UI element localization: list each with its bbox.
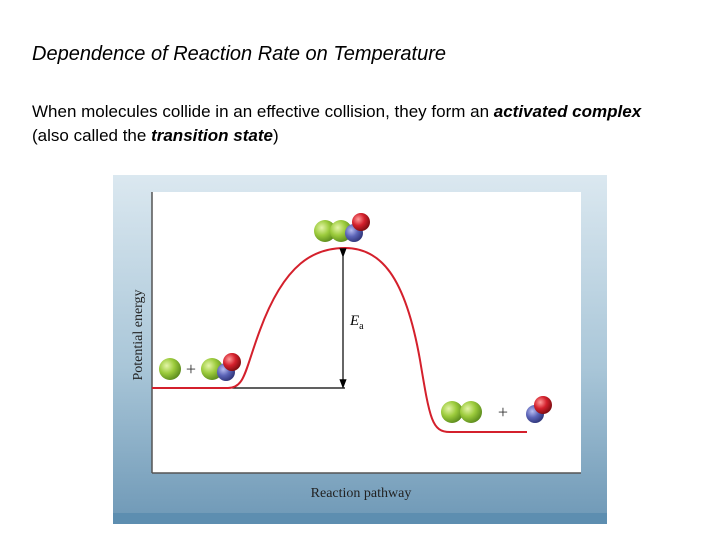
ea-symbol: E [349,313,359,329]
plot-area [152,192,581,473]
reactants [159,353,241,381]
term: transition state [151,126,273,145]
activated-complex [314,213,370,242]
ea-subscript: a [359,321,364,332]
ea-label: Ea [349,313,364,332]
y-axis-label: Potential energy [131,289,146,380]
body-text: When molecules collide in an effective c… [32,100,682,148]
plus-sign: + [186,359,196,379]
frame-band [113,513,607,524]
x-axis-label: Reaction pathway [311,486,412,501]
slide-title: Dependence of Reaction Rate on Temperatu… [32,43,446,65]
text: (also called the [32,126,152,145]
text: When molecules collide in an effective c… [32,102,494,121]
term: activated complex [493,102,642,121]
energy-curve [152,246,527,433]
plus-sign: + [498,402,508,422]
products [441,396,552,423]
text: ) [272,126,279,145]
